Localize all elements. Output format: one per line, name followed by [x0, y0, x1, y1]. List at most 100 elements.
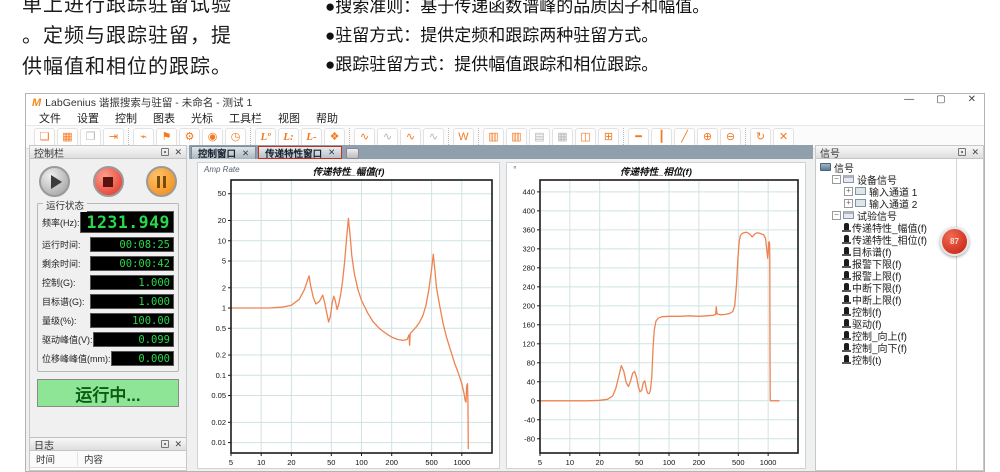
svg-text:280: 280	[522, 263, 535, 272]
tree-expander-icon[interactable]: +	[844, 198, 853, 208]
minimize-button[interactable]: —	[904, 94, 915, 105]
device-button[interactable]: ⌁	[133, 127, 154, 147]
app-window: M LabGenius 谐振搜索与驻留 - 未命名 - 测试 1 — ▢ ✕ 文…	[25, 93, 985, 472]
cursor-slope-button[interactable]: ╱	[674, 127, 695, 147]
schedule-button[interactable]: ◷	[225, 127, 246, 147]
tree-item[interactable]: − 试验信号	[816, 209, 983, 223]
flag-button[interactable]: ⚑	[156, 127, 177, 147]
layout-split-button[interactable]: ◫	[575, 127, 596, 147]
status-label: 目标谱(G):	[42, 297, 85, 307]
wave-start-button[interactable]: ∿	[354, 127, 375, 147]
tree-expander-icon[interactable]: −	[832, 210, 841, 220]
settings-button[interactable]: ⚙	[179, 127, 200, 147]
hero-bullet: ●搜索准则：基于传递函数谱峰的品质因子和幅值。	[325, 0, 710, 16]
stop-button[interactable]	[92, 166, 124, 197]
tree-item[interactable]: 报警上限(f)	[816, 269, 983, 283]
status-value-display: 0.000	[110, 351, 174, 366]
tree-expander-icon[interactable]: +	[844, 186, 853, 196]
wave-stop-button[interactable]: ∿	[377, 127, 398, 147]
tree-item[interactable]: 控制(t)	[816, 353, 983, 367]
close-icon[interactable]: ✕	[174, 146, 182, 157]
tree-item-label: 中断下限(f)	[852, 283, 902, 295]
tree-item[interactable]: 中断下限(f)	[816, 281, 983, 295]
chart-bars-4-button[interactable]: ▦	[552, 127, 573, 147]
wave-loop-button[interactable]: ∿	[400, 127, 421, 147]
tree-item[interactable]: 驱动(f)	[816, 317, 983, 331]
tab-inactive[interactable]: 控制窗口 ✕	[191, 146, 257, 160]
tree-expander-icon[interactable]: −	[832, 174, 841, 184]
status-row: 量级(%): 100.00	[42, 313, 174, 328]
layout-grid-button[interactable]: ⊞	[598, 127, 619, 147]
auto-scale-button[interactable]: ✕	[773, 127, 794, 147]
channel-icon	[855, 199, 866, 207]
tree-item[interactable]: 目标谱(f)	[816, 245, 983, 259]
export-button[interactable]: ⇥	[103, 127, 124, 147]
tree-item[interactable]: 控制(f)	[816, 305, 983, 319]
menu-item[interactable]: 视图	[278, 113, 300, 125]
status-label: 运行时间:	[42, 240, 81, 250]
close-icon[interactable]: ✕	[174, 438, 182, 449]
tree-item[interactable]: + 输入通道 2	[816, 197, 983, 211]
zoom-in-button[interactable]: ⊕	[697, 127, 718, 147]
menu-item[interactable]: 图表	[153, 113, 175, 125]
pin-icon[interactable]	[161, 440, 170, 448]
window-layout-button[interactable]: ❖	[324, 127, 345, 147]
restore-button[interactable]: ▢	[936, 94, 946, 105]
menu-item[interactable]: 文件	[39, 113, 61, 125]
tree-item[interactable]: 传递特性_幅值(f)	[816, 221, 983, 235]
status-value-display: 1231.949	[79, 211, 174, 233]
tree-item[interactable]: 传递特性_相位(f)	[816, 233, 983, 247]
hero-bullet: ●驻留方式：提供定频和跟踪两种驻留方式。	[325, 26, 659, 45]
cursor-horizontal-button[interactable]: ━	[628, 127, 649, 147]
tab-active[interactable]: 传递特性窗口 ✕	[258, 146, 343, 160]
tree-item[interactable]: + 输入通道 1	[816, 185, 983, 199]
level-down-button[interactable]: L-	[301, 127, 322, 147]
chart-title: 传递特性_幅值(f)	[312, 167, 385, 178]
pause-button[interactable]	[146, 166, 177, 197]
pin-icon[interactable]	[958, 148, 967, 156]
tree-item[interactable]: 信号	[816, 161, 983, 175]
wave-pause-button[interactable]: ∿	[423, 127, 444, 147]
refresh-button[interactable]: ↻	[750, 127, 771, 147]
menu-item[interactable]: 设置	[77, 113, 99, 125]
tab-list-icon[interactable]	[346, 148, 360, 159]
level-zero-button[interactable]: Lº	[255, 127, 276, 147]
close-icon[interactable]: ✕	[971, 146, 979, 157]
magnitude-plot[interactable]: 50 20 10 5 2 1 0.5 0.2 0.1 0.05 0.02 0.01 5 10 20 50 100…	[198, 176, 499, 468]
tree-item[interactable]: 控制_向上(f)	[816, 329, 983, 343]
toolbar-group: ▥ ▥ ▤ ▦ ◫ ⊞	[478, 127, 623, 147]
menu-item[interactable]: 控制	[115, 113, 137, 125]
chart-bars-3-button[interactable]: ▤	[529, 127, 550, 147]
word-report-button[interactable]: W	[453, 127, 474, 147]
tree-item-label: 传递特性_幅值(f)	[852, 223, 927, 235]
open-button[interactable]: ❒	[80, 127, 101, 147]
control-dock-title: 控制栏	[34, 148, 64, 160]
hero-left-line: 单上进行跟踪驻留试验	[22, 0, 232, 16]
layout-grid-icon: ⊞	[603, 130, 614, 143]
phase-plot[interactable]: 440 400 360 320 280 240 200 160 120 80 40 0 -40 -80 5 1…	[507, 176, 805, 468]
zoom-out-button[interactable]: ⊖	[720, 127, 741, 147]
menu-item[interactable]: 工具栏	[229, 113, 262, 125]
chart-bars-1-button[interactable]: ▥	[483, 127, 504, 147]
pin-icon[interactable]	[161, 148, 170, 156]
chart-bars-2-button[interactable]: ▥	[506, 127, 527, 147]
tree-item[interactable]: 中断上限(f)	[816, 293, 983, 307]
tree-item[interactable]: − 设备信号	[816, 173, 983, 187]
service-badge[interactable]: 87	[940, 227, 969, 256]
cursor-vertical-button[interactable]: ┃	[651, 127, 672, 147]
menu-item[interactable]: 帮助	[316, 113, 338, 125]
tree-item[interactable]: 控制_向下(f)	[816, 341, 983, 355]
tree-item[interactable]: 报警下限(f)	[816, 257, 983, 271]
level-up-button[interactable]: L:	[278, 127, 299, 147]
stop-icon	[103, 176, 113, 187]
tab-close-icon[interactable]: ✕	[242, 147, 250, 158]
spectrum-button[interactable]: ◉	[202, 127, 223, 147]
tab-close-icon[interactable]: ✕	[328, 147, 336, 157]
y-axis-unit-label: °	[513, 165, 517, 174]
play-button[interactable]	[39, 166, 70, 197]
svg-text:10: 10	[566, 458, 574, 467]
close-button[interactable]: ✕	[967, 94, 976, 105]
run-state-button[interactable]: 运行中...	[37, 379, 179, 407]
menu-item[interactable]: 光标	[191, 113, 213, 125]
tree-item-label: 报警上限(f)	[852, 271, 902, 283]
